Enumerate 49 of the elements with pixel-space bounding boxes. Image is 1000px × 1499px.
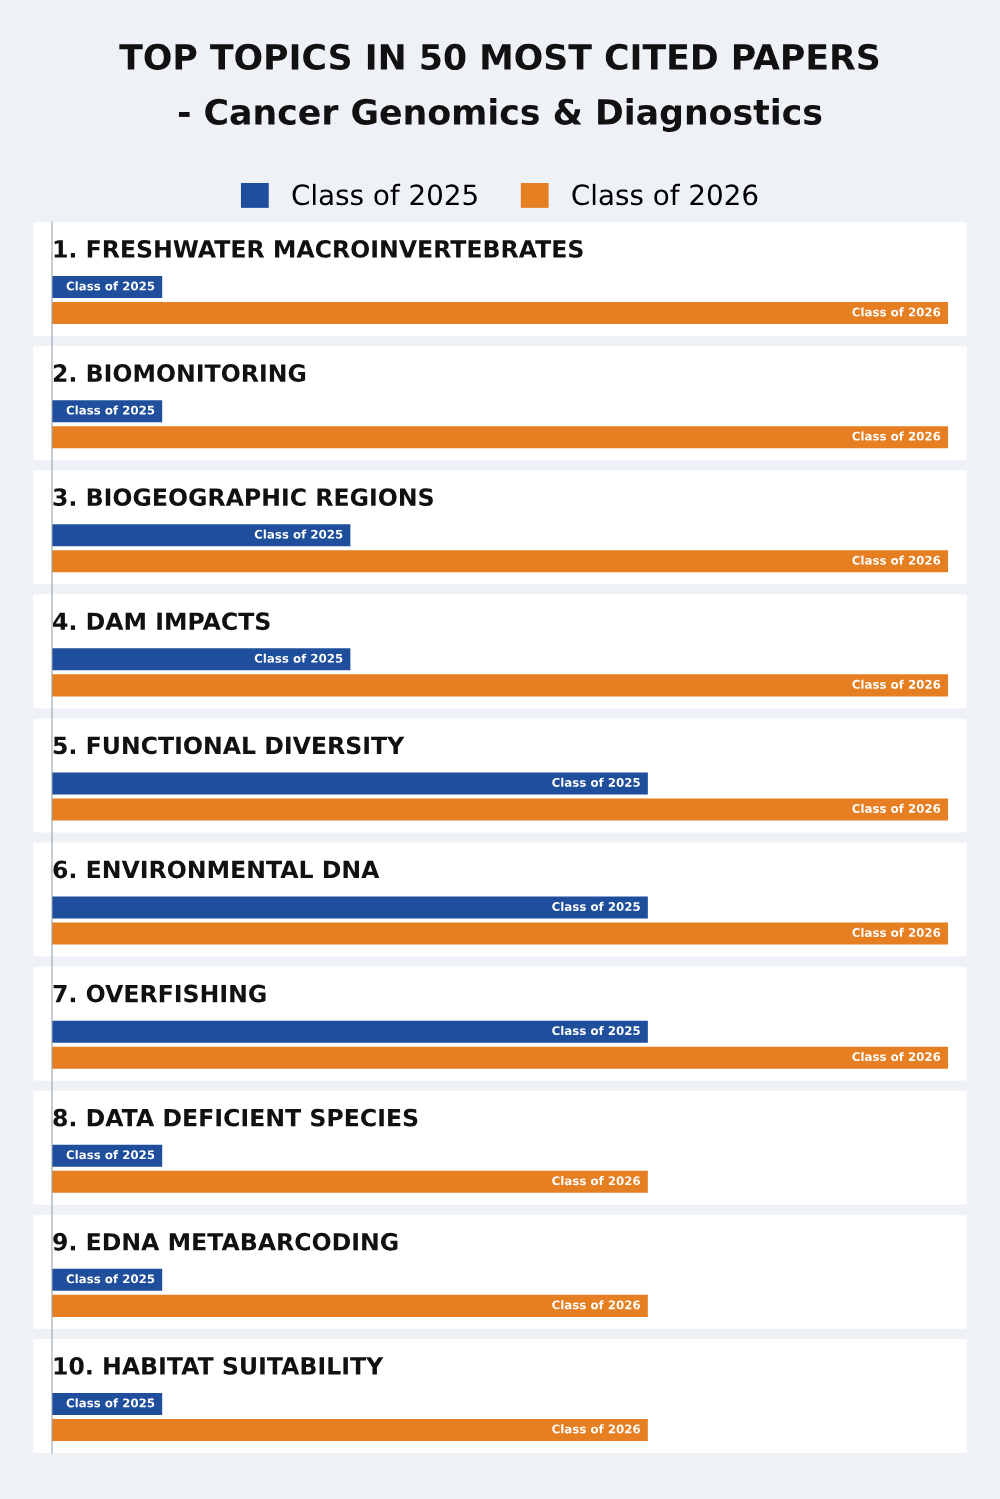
y-tick-label: 1. FRESHWATER MACROINVERTEBRATES [54,240,583,258]
bar [52,1170,648,1193]
text: Class of 2026 [552,1176,641,1186]
text: Class of 2026 [852,555,941,565]
y-tick-label: 2. BIOMONITORING [53,364,306,382]
y-tick-label: 7. OVERFISHING [53,984,266,1003]
text: Class of 2025 [66,1150,155,1160]
y-tick-label: 5. FUNCTIONAL DIVERSITY [53,736,405,755]
chart-subtitle: - Cancer Genomics & Diagnostics [178,98,822,132]
y-tick-label: 10. HABITAT SUITABILITY [54,1356,384,1375]
text: Class of 2026 [852,431,941,441]
text: Class of 2026 [852,1051,941,1062]
bar [52,426,948,449]
bar [52,524,351,547]
text: Class of 2026 [852,679,941,689]
text: Class of 2026 [852,803,941,813]
bar [52,798,948,821]
text: Class of 2026 [852,307,941,317]
bar [52,772,648,795]
bar [52,922,948,945]
bar [52,674,948,697]
text: Class of 2025 [552,1025,640,1036]
text: Class of 2025 [254,653,343,663]
y-tick-label: 3. BIOGEOGRAPHIC REGIONS [53,488,433,507]
text: Class of 2026 [852,927,941,937]
bar [52,550,948,573]
text: Class of 2025 [66,405,155,415]
bar [52,1418,648,1441]
legend-label: Class of 2026 [572,183,758,206]
bar [52,648,351,671]
text: Class of 2025 [552,777,640,787]
bar [52,302,948,325]
y-tick-label: 9. EDNA METABARCODING [53,1232,398,1251]
text: Class of 2025 [66,1274,155,1284]
text: Class of 2025 [66,1398,155,1408]
bar [52,896,648,919]
text: Class of 2025 [552,901,640,911]
y-tick-label: 8. DATA DEFICIENT SPECIES [53,1108,418,1127]
text: Class of 2026 [552,1424,641,1434]
bar [52,1020,648,1043]
text: Class of 2025 [66,281,155,291]
y-tick-label: 4. DAM IMPACTS [53,612,270,631]
chart-title: TOP TOPICS IN 50 MOST CITED PAPERS [119,43,879,71]
bar [52,1294,648,1317]
legend-label: Class of 2025 [292,183,477,206]
text: Class of 2025 [254,529,343,539]
y-tick-label: 6. ENVIRONMENTAL DNA [53,860,380,879]
bar [52,1046,948,1069]
text: Class of 2026 [552,1300,641,1310]
